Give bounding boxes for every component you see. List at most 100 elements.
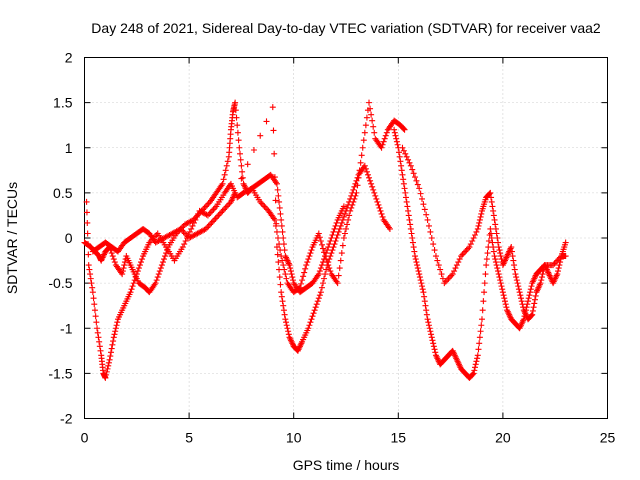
data-point [215, 212, 222, 219]
data-point [222, 204, 229, 211]
data-point [477, 328, 484, 335]
data-point [340, 213, 347, 220]
data-point [419, 195, 426, 202]
data-point [475, 346, 482, 353]
data-point [562, 253, 569, 260]
data-point [382, 132, 389, 139]
data-point [232, 107, 239, 114]
data-point [409, 235, 416, 241]
data-point [488, 194, 495, 201]
data-point [414, 265, 421, 272]
data-point [278, 253, 285, 260]
data-point [495, 268, 502, 275]
data-point [417, 277, 424, 284]
data-point [513, 277, 520, 284]
data-point [497, 250, 504, 257]
data-point [287, 265, 294, 272]
data-point [393, 138, 400, 145]
chart-title: Day 248 of 2021, Sidereal Day-to-day VTE… [91, 20, 601, 36]
data-point [135, 265, 142, 272]
data-point [306, 322, 313, 329]
data-point [119, 271, 126, 278]
data-point [486, 190, 493, 197]
data-point [186, 228, 193, 235]
data-point [317, 289, 324, 296]
data-point [84, 219, 91, 226]
data-point [399, 171, 406, 178]
data-point [398, 167, 405, 174]
data-point [278, 293, 285, 300]
data-point [473, 358, 480, 365]
data-point [361, 162, 368, 169]
data-point [425, 222, 432, 229]
data-point [493, 230, 500, 237]
data-point [419, 283, 426, 290]
data-point [157, 265, 164, 272]
data-point [364, 171, 371, 178]
data-point [469, 238, 476, 245]
data-point [452, 265, 459, 272]
data-point [366, 99, 373, 106]
data-point [192, 216, 199, 223]
data-point [334, 231, 341, 238]
data-point [520, 304, 527, 311]
data-point [120, 265, 127, 272]
data-point [458, 253, 465, 260]
data-point [405, 207, 412, 214]
data-point [525, 295, 532, 302]
data-point [463, 247, 470, 254]
data-point [490, 248, 497, 255]
data-point [315, 230, 322, 237]
data-point [162, 253, 169, 260]
data-point [136, 262, 143, 269]
data-point [310, 310, 317, 317]
data-point [322, 271, 329, 278]
data-point [308, 247, 315, 254]
data-point [397, 158, 404, 165]
data-point [276, 204, 283, 211]
data-point [437, 266, 444, 273]
data-point [469, 371, 476, 378]
data-point [368, 111, 375, 118]
data-point [539, 271, 546, 278]
data-point [487, 225, 494, 232]
data-point [152, 280, 159, 287]
data-point [407, 225, 414, 232]
data-point [531, 296, 538, 303]
data-point [528, 283, 535, 290]
data-point [416, 185, 423, 192]
data-point [494, 265, 501, 272]
data-point [89, 289, 96, 296]
data-point [550, 262, 557, 269]
data-point [131, 277, 138, 284]
data-point [492, 221, 499, 228]
data-point [106, 356, 113, 363]
data-point [224, 158, 231, 165]
data-point [509, 253, 516, 260]
data-point [515, 283, 522, 290]
data-point [107, 349, 114, 356]
data-point [279, 298, 286, 305]
data-point [538, 274, 545, 281]
data-point [498, 283, 505, 290]
data-point [275, 259, 282, 266]
data-point [89, 284, 96, 291]
data-point [91, 301, 98, 308]
data-point [360, 137, 367, 144]
data-point [422, 302, 429, 309]
data-point [222, 167, 229, 174]
data-point [306, 253, 313, 260]
data-point [333, 219, 340, 226]
data-point [347, 195, 354, 202]
data-point [510, 257, 517, 264]
data-point [282, 316, 289, 323]
data-point [340, 235, 347, 241]
data-point [277, 281, 284, 288]
data-point [212, 215, 219, 222]
data-point [511, 266, 518, 273]
data-point [319, 280, 326, 287]
series-track-d [391, 126, 569, 381]
data-point [393, 135, 400, 142]
data-point [478, 316, 485, 323]
data-point [407, 221, 414, 228]
